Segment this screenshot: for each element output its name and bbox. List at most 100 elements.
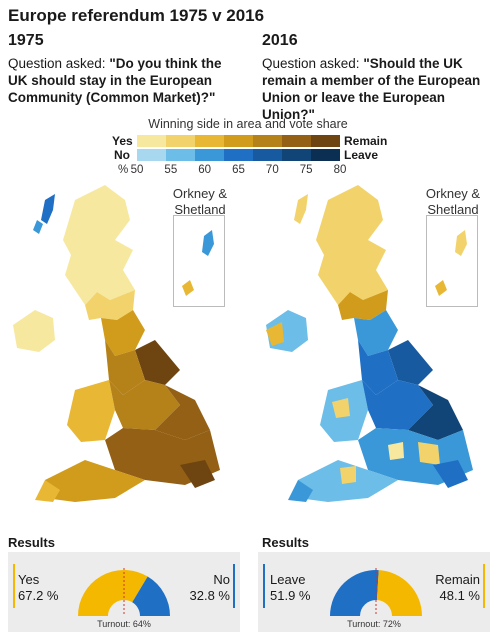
legend-tick-label: 65 — [232, 164, 245, 176]
region-orkney — [182, 280, 194, 296]
results-title-2016: Results — [262, 535, 309, 550]
legend-no-label: No — [114, 148, 130, 162]
result-b-value: 32.8 % — [189, 588, 230, 603]
inset-orkney-shetland-2016 — [426, 215, 478, 307]
inset-map-2016 — [435, 230, 467, 296]
legend-yes-swatch — [195, 135, 224, 147]
legend-yes-label: Yes — [112, 134, 133, 148]
region-cornwall — [35, 480, 60, 502]
region-shetland — [455, 230, 467, 256]
legend-yes-swatch — [282, 135, 311, 147]
legend-tick-label: 70 — [265, 164, 279, 176]
region-western-isles — [294, 194, 308, 224]
result-b-label: No — [213, 572, 230, 587]
question-text: "Do you think the UK should stay in the … — [8, 56, 222, 105]
result-a-label: Leave — [270, 572, 306, 587]
legend-leave-label: Leave — [344, 148, 379, 162]
result-b-marker — [233, 564, 235, 608]
region-northern-ireland — [13, 310, 55, 352]
legend-yes-swatch — [137, 135, 166, 147]
result-a-marker — [13, 564, 15, 608]
region-kent — [433, 460, 468, 488]
region-midlands — [362, 380, 433, 430]
legend-no-swatch — [137, 149, 166, 161]
region-north-east — [354, 310, 398, 356]
legend-tick-label: 75 — [299, 164, 313, 176]
region-north-east — [101, 310, 145, 356]
question-prefix: Question asked: — [8, 56, 110, 71]
region-scotland-north — [63, 185, 135, 305]
inset-label-2016: Orkney & Shetland — [425, 186, 481, 217]
region-oxford — [388, 442, 404, 460]
inset-label-1975: Orkney & Shetland — [172, 186, 228, 217]
legend-yes-swatch — [224, 135, 253, 147]
result-a-label: Yes — [18, 572, 40, 587]
result-a-value: 51.9 % — [270, 588, 311, 603]
region-scotland-north — [316, 185, 388, 305]
legend-no-swatch — [311, 149, 340, 161]
legend-pct-label: % — [118, 164, 129, 176]
region-northern-ireland-west — [266, 322, 284, 346]
region-north-west — [105, 340, 145, 395]
turnout-1975: Turnout: 64% — [97, 619, 151, 629]
region-scotland-south — [85, 290, 135, 320]
legend-tick-label: 60 — [198, 164, 212, 176]
results-box-2016: Leave 51.9 % Remain 48.1 % Turnout: 72% — [258, 552, 490, 632]
legend-no-swatch — [195, 149, 224, 161]
region-western-isles — [41, 194, 55, 224]
legend-remain-label: Remain — [344, 134, 388, 148]
region-bristol — [340, 466, 356, 484]
region-orkney — [435, 280, 447, 296]
region-east-anglia — [408, 385, 463, 440]
inset-orkney-shetland-1975 — [173, 215, 225, 307]
legend-yes-swatch — [253, 135, 282, 147]
legend-no-swatch — [282, 149, 311, 161]
inset-map-1975 — [182, 230, 214, 296]
region-kent — [180, 460, 215, 488]
legend-no-swatch — [253, 149, 282, 161]
result-b-label: Remain — [435, 572, 480, 587]
results-title-1975: Results — [8, 535, 55, 550]
legend-no-scale — [137, 149, 340, 161]
gauge-segment-b — [376, 570, 422, 616]
region-north-yorkshire — [388, 340, 433, 385]
legend-yes-swatch — [166, 135, 195, 147]
result-b-value: 48.1 % — [439, 588, 480, 603]
region-east-anglia — [155, 385, 210, 440]
legend-yes-scale — [137, 135, 340, 147]
legend-tick-label: 50 — [130, 164, 144, 176]
gauge-segment-a — [78, 570, 148, 616]
legend-yes-swatch — [311, 135, 340, 147]
region-wales — [67, 380, 115, 442]
page-title: Europe referendum 1975 v 2016 — [8, 6, 265, 25]
region-scotland-south — [338, 290, 388, 320]
map-2016 — [266, 185, 473, 502]
year-2016-heading: 2016 — [262, 32, 298, 49]
region-south-west — [45, 460, 145, 502]
region-wales-west — [332, 398, 350, 418]
question-text: "Should the UK remain a member of the Eu… — [262, 56, 481, 122]
result-gauge-1975 — [78, 568, 170, 616]
gauge-segment-a — [330, 570, 379, 616]
region-midlands — [109, 380, 180, 430]
question-2016: Question asked: "Should the UK remain a … — [262, 55, 487, 123]
region-london — [418, 442, 440, 465]
map-1975 — [13, 185, 220, 502]
legend-tick-label: 80 — [333, 164, 347, 176]
question-prefix: Question asked: — [262, 56, 364, 71]
region-western-isles-south — [33, 220, 43, 234]
result-a-value: 67.2 % — [18, 588, 59, 603]
gauge-segment-b — [132, 576, 170, 616]
legend-no-swatch — [224, 149, 253, 161]
question-1975: Question asked: "Do you think the UK sho… — [8, 55, 233, 106]
region-shetland — [202, 230, 214, 256]
year-1975-heading: 1975 — [8, 32, 44, 49]
region-north-yorkshire — [135, 340, 180, 385]
result-b-marker — [483, 564, 485, 608]
legend-no-swatch — [166, 149, 195, 161]
results-box-1975: Yes 67.2 % No 32.8 % Turnout: 64% — [8, 552, 240, 632]
region-north-west — [358, 340, 398, 395]
region-cornwall — [288, 480, 313, 502]
result-a-marker — [263, 564, 265, 608]
turnout-2016: Turnout: 72% — [347, 619, 401, 629]
